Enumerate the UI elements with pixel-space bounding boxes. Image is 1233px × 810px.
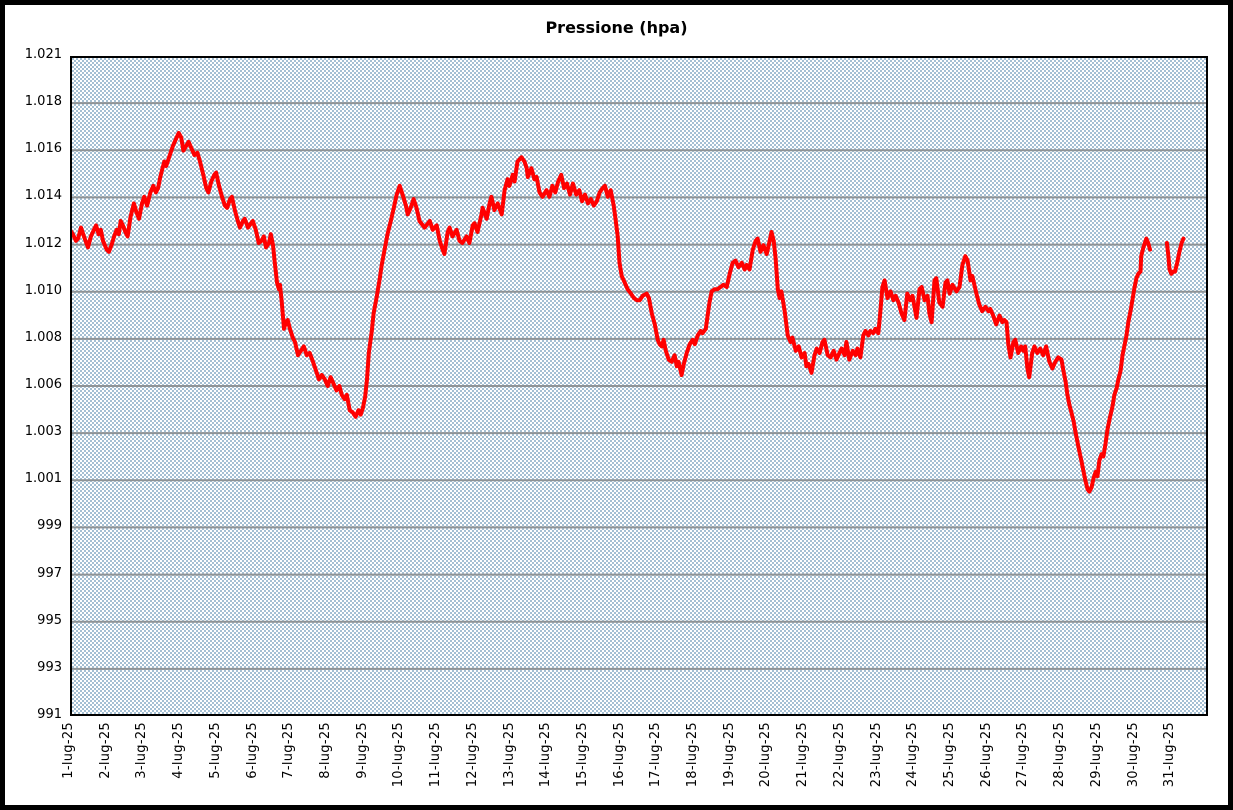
x-axis-tick-label: 27-lug-25 (1015, 722, 1031, 788)
x-axis-tick-label: 14-lug-25 (538, 722, 554, 788)
x-axis-tick-label: 2-lug-25 (97, 722, 113, 779)
x-axis-tick-label: 21-lug-25 (795, 722, 811, 788)
y-axis-tick-label: 997 (37, 565, 62, 581)
x-axis-tick-label: 25-lug-25 (942, 722, 958, 788)
x-axis-tick-label: 18-lug-25 (685, 722, 701, 788)
x-axis-tick-label: 23-lug-25 (868, 722, 884, 788)
x-axis-tick-label: 5-lug-25 (207, 722, 223, 779)
pressure-series-line (1164, 236, 1186, 276)
y-axis-tick-label: 1.021 (24, 47, 62, 62)
y-axis-tick-label: 999 (37, 518, 62, 534)
x-axis-tick-label: 31-lug-25 (1162, 722, 1178, 788)
x-axis-tick-label: 12-lug-25 (464, 722, 480, 788)
x-axis-tick-label: 24-lug-25 (905, 722, 921, 788)
y-axis-tick-label: 991 (37, 707, 62, 722)
chart-title: Pressione (hpa) (545, 18, 688, 37)
y-axis-tick-label: 1.018 (24, 94, 62, 110)
x-axis-tick-label: 4-lug-25 (171, 722, 187, 779)
x-axis-tick-label: 29-lug-25 (1088, 722, 1104, 788)
x-axis-tick-label: 17-lug-25 (648, 722, 664, 788)
x-axis-tick-label: 20-lug-25 (758, 722, 774, 788)
y-axis-tick-label: 1.008 (24, 329, 62, 345)
x-axis-tick-label: 6-lug-25 (244, 722, 260, 779)
x-axis-tick-label: 8-lug-25 (317, 722, 333, 779)
x-axis-tick-label: 30-lug-25 (1125, 722, 1141, 788)
y-axis-tick-label: 995 (37, 612, 62, 628)
y-axis-tick-label: 1.014 (24, 188, 62, 204)
y-axis-tick-label: 993 (37, 659, 62, 675)
x-axis-tick-label: 16-lug-25 (611, 722, 627, 788)
x-axis-tick-label: 7-lug-25 (281, 722, 297, 779)
plot-area (70, 56, 1208, 716)
x-axis-tick-label: 13-lug-25 (501, 722, 517, 788)
y-axis-tick-label: 1.006 (24, 377, 62, 392)
x-axis-tick-label: 3-lug-25 (134, 722, 150, 779)
x-axis-tick-label: 22-lug-25 (831, 722, 847, 788)
x-axis-tick-label: 26-lug-25 (978, 722, 994, 788)
x-axis-tick-label: 1-lug-25 (61, 722, 76, 779)
pressure-series-line (70, 131, 1152, 494)
plot-svg (70, 56, 1208, 716)
x-axis-tick-label: 9-lug-25 (354, 722, 370, 779)
y-axis-tick-label: 1.016 (24, 141, 62, 157)
y-axis-tick-label: 1.001 (24, 471, 62, 487)
y-axis-tick-label: 1.003 (24, 424, 62, 440)
x-axis-tick-label: 11-lug-25 (428, 722, 444, 788)
x-axis-tick-label: 10-lug-25 (391, 722, 407, 788)
x-axis-tick-label: 28-lug-25 (1052, 722, 1068, 788)
y-axis-tick-label: 1.012 (24, 235, 62, 251)
y-axis-tick-label: 1.010 (24, 282, 62, 298)
x-axis-tick-label: 15-lug-25 (574, 722, 590, 788)
x-axis-tick-label: 19-lug-25 (721, 722, 737, 788)
plot-border (70, 56, 1208, 716)
